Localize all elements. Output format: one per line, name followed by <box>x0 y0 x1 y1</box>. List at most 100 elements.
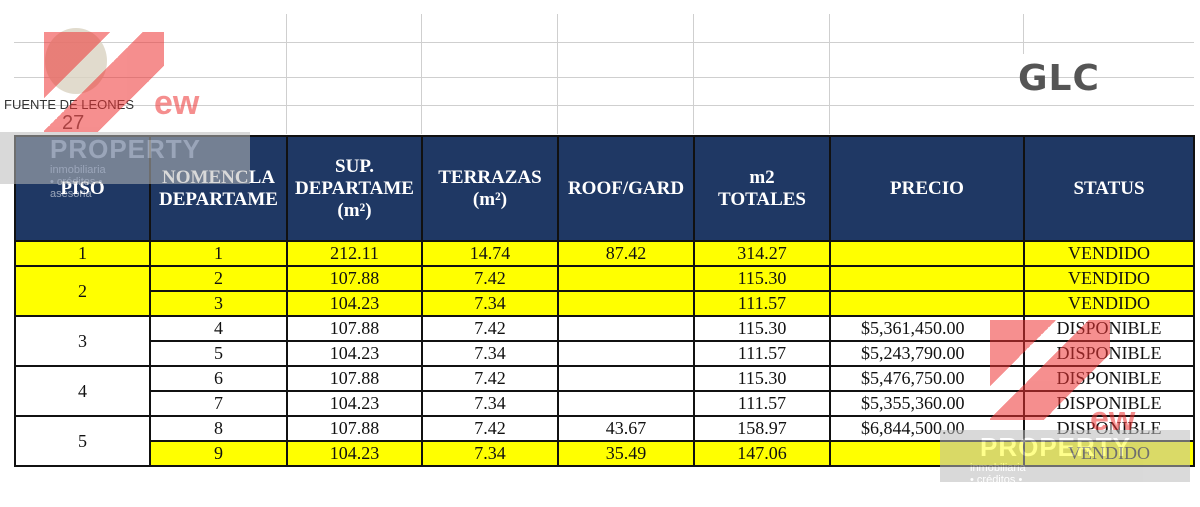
sheet-grid <box>829 14 830 134</box>
cell <box>557 290 695 317</box>
cell: DISPONIBLE <box>1023 365 1195 392</box>
cell: 6 <box>149 365 288 392</box>
cell: 115.30 <box>693 315 831 342</box>
cell <box>557 315 695 342</box>
cell: VENDIDO <box>1023 440 1195 467</box>
unit-row: 9 104.23 7.34 35.49 147.06 VENDIDO <box>15 440 1195 467</box>
unit-row: 7 104.23 7.34 111.57 $5,355,360.00 DISPONIBLE <box>15 390 1195 417</box>
cell: 7.42 <box>421 265 559 292</box>
cell: 104.23 <box>286 290 423 317</box>
watermark-word: ew <box>154 84 200 122</box>
sheet-grid <box>557 14 558 134</box>
cell: 7.34 <box>421 440 559 467</box>
cell <box>829 265 1025 292</box>
cell: 2 <box>149 265 288 292</box>
cell: VENDIDO <box>1023 290 1195 317</box>
lion-logo <box>45 28 107 94</box>
cell <box>557 365 695 392</box>
floor-cell: 2 <box>14 265 151 317</box>
cell: 158.97 <box>693 415 831 442</box>
column-header: STATUS <box>1023 135 1195 242</box>
cell: $5,476,750.00 <box>829 365 1025 392</box>
cell: DISPONIBLE <box>1023 340 1195 367</box>
cell: 14.74 <box>421 240 559 267</box>
cell: 7 <box>149 390 288 417</box>
unit-row: 5 104.23 7.34 111.57 $5,243,790.00 DISPONIBLE <box>15 340 1195 367</box>
cell: 3 <box>149 290 288 317</box>
cell: 7.34 <box>421 290 559 317</box>
cell: 7.42 <box>421 415 559 442</box>
cell <box>829 440 1025 467</box>
cell: VENDIDO <box>1023 265 1195 292</box>
column-header: SUP. DEPARTAME (m²) <box>286 135 423 242</box>
cell: 107.88 <box>286 315 423 342</box>
cell: 111.57 <box>693 290 831 317</box>
column-header: m2 TOTALES <box>693 135 831 242</box>
sheet-grid <box>14 105 1194 106</box>
cell: 4 <box>149 315 288 342</box>
sheet-grid <box>14 77 1194 78</box>
unit-row: 3 4 107.88 7.42 115.30 $5,361,450.00 DISPONIBL… <box>14 315 1195 367</box>
sheet-grid <box>693 14 694 134</box>
cell: 7.34 <box>421 340 559 367</box>
cell: $5,361,450.00 <box>829 315 1025 342</box>
unit-row: 3 104.23 7.34 111.57 VENDIDO <box>15 290 1195 317</box>
cell: 7.34 <box>421 390 559 417</box>
cell: 212.11 <box>286 240 423 267</box>
cell: VENDIDO <box>1023 240 1195 267</box>
unit-row: 2 2 107.88 7.42 115.30 VENDIDO <box>14 265 1195 317</box>
cell: 9 <box>149 440 288 467</box>
cell <box>829 240 1025 267</box>
cell: 1 <box>149 240 288 267</box>
cell: 104.23 <box>286 440 423 467</box>
cell: 107.88 <box>286 265 423 292</box>
unit-row: 4 6 107.88 7.42 115.30 $5,476,750.00 DISPONIBL… <box>14 365 1195 417</box>
cell <box>557 265 695 292</box>
logo-title: FUENTE DE LEONES <box>4 97 135 112</box>
cell: DISPONIBLE <box>1023 315 1195 342</box>
cell: 115.30 <box>693 265 831 292</box>
price-table: PISO NOMENCLA DEPARTAME SUP. DEPARTAME (m²… <box>14 135 1195 467</box>
watermark-tagline: inmobiliaria • créditos • asesoria <box>970 462 1026 498</box>
cell: 111.57 <box>693 340 831 367</box>
unit-row: 5 8 107.88 7.42 43.67 158.97 $6,844,500.00 DISP… <box>14 415 1195 467</box>
cell: 7.42 <box>421 365 559 392</box>
sheet-grid <box>286 14 287 134</box>
cell: 147.06 <box>693 440 831 467</box>
column-header: NOMENCLA DEPARTAME <box>149 135 288 242</box>
sheet-grid <box>14 42 1194 43</box>
cell: 104.23 <box>286 390 423 417</box>
floor-cell: 5 <box>14 415 151 467</box>
cell: 43.67 <box>557 415 695 442</box>
cell <box>829 290 1025 317</box>
cell: $5,243,790.00 <box>829 340 1025 367</box>
cell <box>557 340 695 367</box>
floor-cell: 3 <box>14 315 151 367</box>
cell: 8 <box>149 415 288 442</box>
logo-number: 27 <box>62 112 85 134</box>
cell: 115.30 <box>693 365 831 392</box>
sheet-grid <box>1023 14 1024 54</box>
column-header: PRECIO <box>829 135 1025 242</box>
cell: 7.42 <box>421 315 559 342</box>
cell: 5 <box>149 340 288 367</box>
brand-logo: GLC <box>1018 58 1100 99</box>
cell <box>557 390 695 417</box>
sheet-grid <box>421 14 422 134</box>
floor-cell: 4 <box>14 365 151 417</box>
header-row: PISO NOMENCLA DEPARTAME SUP. DEPARTAME (m²… <box>14 135 1195 242</box>
cell: DISPONIBLE <box>1023 390 1195 417</box>
unit-row: 1 1 212.11 14.74 87.42 314.27 VENDIDO <box>14 240 1195 267</box>
column-header: TERRAZAS (m²) <box>421 135 559 242</box>
cell: 111.57 <box>693 390 831 417</box>
cell: $5,355,360.00 <box>829 390 1025 417</box>
column-header: ROOF/GARD <box>557 135 695 242</box>
cell: 107.88 <box>286 415 423 442</box>
cell: 104.23 <box>286 340 423 367</box>
floor-cell: 1 <box>14 240 151 267</box>
column-header: PISO <box>14 135 151 242</box>
cell: DISPONIBLE <box>1023 415 1195 442</box>
cell: 87.42 <box>557 240 695 267</box>
cell: 314.27 <box>693 240 831 267</box>
